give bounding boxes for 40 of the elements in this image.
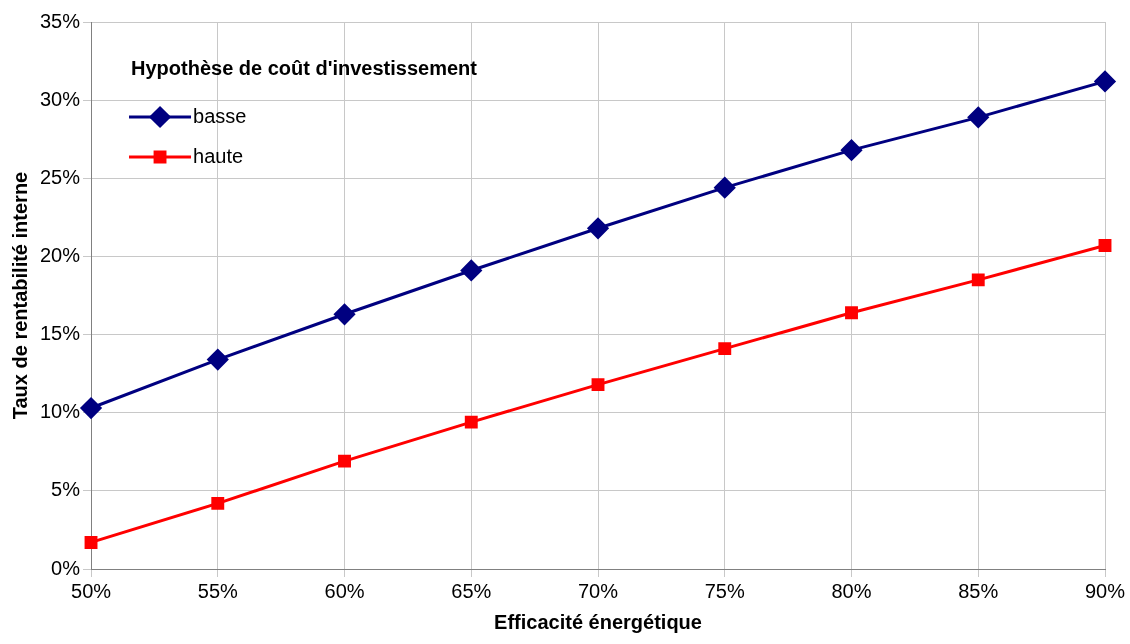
y-tick-label: 5%: [51, 478, 81, 501]
point: [211, 496, 225, 510]
point: [80, 397, 102, 419]
point: [84, 535, 98, 549]
x-tick-label: 70%: [578, 579, 619, 602]
x-axis-title: Efficacité énergétique: [494, 610, 702, 633]
point: [334, 303, 356, 325]
point: [591, 378, 605, 392]
x-tick-label: 50%: [71, 579, 112, 602]
x-tick-label: 60%: [324, 579, 365, 602]
x-tick-label: 90%: [1084, 579, 1126, 602]
y-axis-title: Taux de rentabilité interne: [8, 171, 31, 420]
point: [464, 415, 478, 429]
legend-title: Hypothèse de coût d'investissement: [131, 56, 478, 79]
point: [587, 217, 609, 239]
point: [1094, 70, 1116, 92]
legend-label: basse: [193, 104, 247, 127]
point: [845, 306, 858, 320]
point: [460, 259, 482, 281]
x-tick-label: 55%: [197, 579, 239, 602]
y-tick-label: 15%: [40, 322, 81, 345]
point: [841, 139, 863, 161]
y-tick-label: 10%: [40, 400, 81, 423]
y-tick-label: 0%: [51, 556, 81, 579]
x-tick-label: 85%: [958, 579, 999, 602]
point: [967, 106, 989, 128]
x-tick-label: 65%: [451, 579, 492, 602]
point: [714, 177, 736, 199]
x-tick-label: 80%: [831, 579, 872, 602]
point: [971, 273, 985, 287]
y-tick-label: 30%: [40, 87, 81, 110]
y-tick-label: 35%: [40, 9, 81, 32]
point: [207, 349, 229, 371]
x-tick-label: 75%: [704, 579, 745, 602]
y-tick-label: 20%: [40, 243, 81, 266]
point: [338, 454, 351, 468]
legend-label: haute: [193, 144, 244, 167]
y-tick-label: 25%: [40, 165, 81, 188]
point: [718, 342, 732, 356]
point: [1098, 239, 1112, 252]
